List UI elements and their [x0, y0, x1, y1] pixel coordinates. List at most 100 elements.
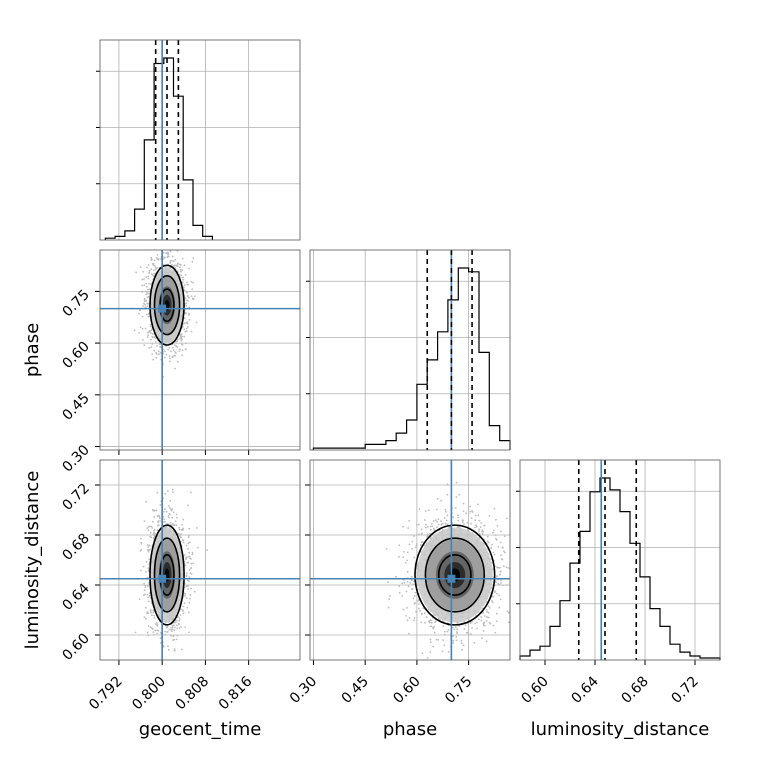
sample-point — [148, 272, 151, 274]
sample-point — [173, 649, 176, 652]
sample-point — [164, 350, 166, 353]
truth-marker — [158, 574, 167, 583]
sample-point — [415, 610, 417, 613]
sample-point — [146, 291, 148, 293]
sample-point — [486, 535, 489, 538]
sample-point — [187, 585, 190, 587]
sample-point — [145, 276, 148, 279]
sample-point — [150, 268, 153, 270]
sample-point — [154, 341, 157, 343]
sample-point — [406, 559, 409, 562]
sample-point — [171, 247, 173, 249]
sample-point — [192, 257, 195, 259]
sample-point — [140, 541, 143, 544]
sample-point — [498, 606, 501, 609]
sample-point — [452, 635, 454, 638]
sample-point — [176, 264, 179, 267]
sample-point — [150, 609, 152, 612]
sample-point — [420, 528, 423, 531]
sample-point — [166, 631, 168, 633]
sample-point — [148, 548, 151, 551]
sample-point — [482, 629, 485, 632]
sample-point — [425, 526, 427, 529]
sample-point — [187, 588, 190, 590]
sample-point — [429, 621, 431, 624]
sample-point — [150, 611, 152, 614]
sample-point — [402, 525, 404, 528]
sample-point — [412, 597, 415, 600]
sample-point — [437, 518, 440, 520]
sample-point — [181, 257, 184, 260]
sample-point — [420, 621, 423, 624]
sample-point — [405, 590, 408, 593]
sample-point — [418, 603, 420, 605]
sample-point — [431, 525, 434, 528]
sample-point — [446, 483, 449, 486]
sample-point — [182, 278, 185, 281]
sample-point — [172, 355, 174, 358]
sample-point — [476, 621, 478, 624]
sample-point — [193, 590, 196, 593]
sample-point — [180, 608, 182, 611]
sample-point — [145, 293, 148, 296]
sample-point — [493, 507, 496, 510]
sample-point — [147, 315, 150, 318]
contour-line — [153, 537, 181, 613]
sample-point — [182, 605, 185, 608]
sample-point — [146, 336, 149, 338]
sample-point — [171, 628, 174, 631]
sample-point — [180, 274, 182, 277]
sample-point — [181, 269, 184, 272]
sample-point — [135, 271, 138, 274]
sample-point — [189, 594, 192, 596]
sample-point — [166, 522, 169, 525]
sample-point — [141, 278, 144, 281]
sample-point — [149, 323, 152, 326]
sample-point — [175, 345, 178, 348]
sample-point — [489, 622, 492, 625]
sample-point — [155, 353, 158, 355]
sample-point — [186, 326, 189, 328]
sample-point — [167, 648, 170, 651]
sample-point — [180, 533, 183, 535]
sample-point — [532, 583, 534, 585]
sample-point — [403, 582, 406, 584]
sample-point — [455, 481, 458, 484]
sample-point — [469, 633, 472, 635]
sample-point — [147, 567, 150, 569]
sample-point — [182, 610, 184, 612]
sample-point — [186, 299, 188, 302]
sample-point — [183, 284, 186, 286]
sample-point — [147, 529, 150, 532]
sample-point — [140, 569, 142, 572]
sample-point — [442, 625, 445, 627]
sample-point — [506, 610, 509, 613]
sample-point — [153, 349, 156, 352]
sample-point — [478, 528, 481, 531]
sample-point — [142, 339, 144, 341]
sample-point — [171, 508, 174, 510]
sample-point — [491, 601, 494, 604]
sample-point — [154, 532, 157, 535]
sample-point — [481, 529, 484, 531]
sample-point — [190, 562, 193, 565]
sample-point — [149, 532, 152, 534]
sample-point — [185, 544, 188, 547]
sample-point — [502, 584, 504, 587]
sample-point — [176, 340, 179, 342]
sample-point — [476, 503, 479, 506]
sample-point — [480, 522, 483, 524]
sample-point — [154, 266, 157, 268]
sample-point — [174, 367, 177, 370]
sample-point — [189, 572, 192, 574]
sample-point — [182, 518, 185, 521]
sample-point — [193, 295, 196, 298]
sample-point — [432, 645, 435, 648]
sample-point — [152, 358, 155, 361]
sample-point — [424, 622, 426, 624]
sample-point — [152, 274, 155, 277]
sample-point — [143, 582, 146, 585]
sample-point — [151, 332, 154, 335]
sample-point — [429, 529, 432, 531]
sample-point — [171, 630, 173, 632]
